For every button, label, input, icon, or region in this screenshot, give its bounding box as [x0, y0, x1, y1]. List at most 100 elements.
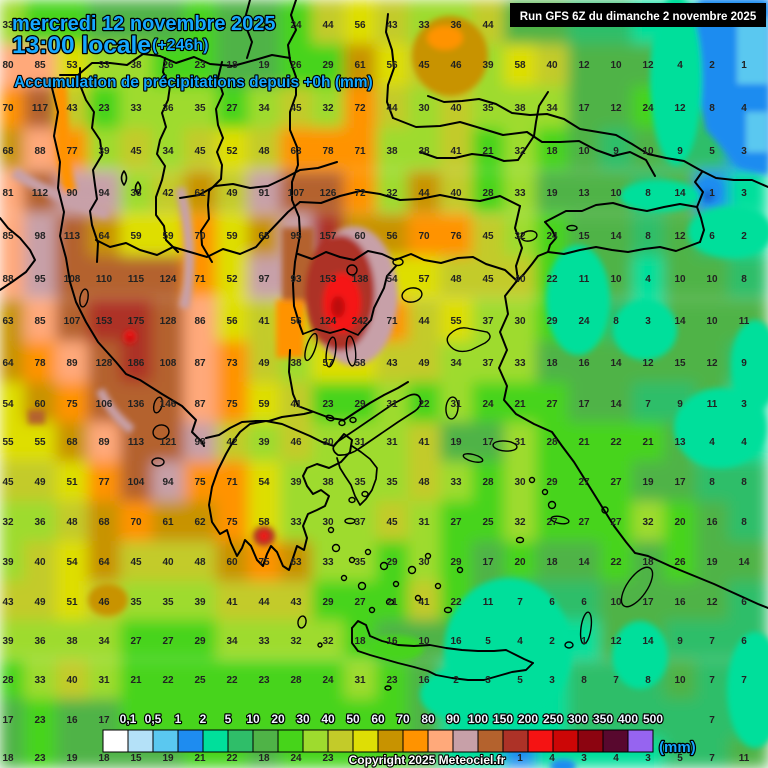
- svg-text:500: 500: [643, 712, 663, 726]
- svg-text:43: 43: [386, 358, 398, 369]
- svg-text:29: 29: [354, 399, 366, 410]
- svg-text:12: 12: [674, 231, 686, 242]
- svg-text:45: 45: [482, 231, 494, 242]
- svg-text:124: 124: [160, 274, 177, 285]
- svg-text:9: 9: [677, 146, 683, 157]
- svg-text:45: 45: [130, 146, 142, 157]
- svg-text:58: 58: [258, 517, 270, 528]
- svg-text:12: 12: [578, 60, 590, 71]
- svg-text:22: 22: [546, 274, 558, 285]
- svg-text:12: 12: [642, 60, 654, 71]
- svg-text:113: 113: [128, 437, 145, 448]
- svg-text:27: 27: [354, 597, 366, 608]
- svg-text:17: 17: [482, 437, 494, 448]
- svg-text:15: 15: [578, 231, 590, 242]
- svg-text:186: 186: [128, 358, 145, 369]
- svg-text:56: 56: [354, 20, 366, 31]
- svg-text:16: 16: [674, 597, 686, 608]
- svg-text:76: 76: [450, 231, 462, 242]
- svg-text:78: 78: [34, 358, 46, 369]
- svg-text:26: 26: [162, 60, 174, 71]
- svg-text:94: 94: [98, 188, 110, 199]
- svg-text:56: 56: [226, 316, 238, 327]
- svg-text:48: 48: [418, 477, 430, 488]
- svg-text:15: 15: [130, 753, 142, 764]
- svg-text:16: 16: [706, 517, 718, 528]
- svg-text:18: 18: [226, 60, 238, 71]
- svg-text:45: 45: [194, 146, 206, 157]
- svg-text:25: 25: [194, 675, 206, 686]
- svg-text:64: 64: [98, 557, 110, 568]
- svg-text:90: 90: [66, 188, 78, 199]
- svg-text:59: 59: [258, 399, 270, 410]
- svg-text:24: 24: [546, 231, 558, 242]
- svg-text:94: 94: [162, 477, 174, 488]
- svg-text:33: 33: [290, 517, 302, 528]
- svg-text:80: 80: [2, 60, 14, 71]
- svg-text:10: 10: [674, 675, 686, 686]
- svg-text:22: 22: [162, 675, 174, 686]
- svg-text:33: 33: [322, 557, 334, 568]
- svg-text:28: 28: [482, 188, 494, 199]
- svg-text:37: 37: [354, 517, 366, 528]
- svg-text:29: 29: [386, 557, 398, 568]
- svg-text:97: 97: [258, 274, 270, 285]
- svg-text:75: 75: [194, 477, 206, 488]
- svg-text:36: 36: [450, 20, 462, 31]
- svg-text:16: 16: [578, 358, 590, 369]
- svg-text:138: 138: [352, 274, 369, 285]
- svg-text:38: 38: [322, 477, 334, 488]
- svg-text:42: 42: [162, 188, 174, 199]
- svg-text:33: 33: [418, 20, 430, 31]
- svg-text:4: 4: [613, 753, 619, 764]
- svg-text:9: 9: [741, 358, 747, 369]
- svg-text:300: 300: [568, 712, 588, 726]
- svg-text:5: 5: [709, 146, 715, 157]
- svg-text:128: 128: [96, 358, 113, 369]
- svg-text:4: 4: [709, 437, 715, 448]
- svg-text:110: 110: [96, 274, 113, 285]
- svg-text:23: 23: [386, 675, 398, 686]
- svg-text:23: 23: [322, 753, 334, 764]
- svg-text:23: 23: [34, 753, 46, 764]
- svg-text:15: 15: [674, 358, 686, 369]
- svg-text:63: 63: [290, 557, 302, 568]
- svg-text:11: 11: [739, 753, 750, 764]
- svg-text:70: 70: [418, 231, 430, 242]
- svg-text:40: 40: [546, 60, 558, 71]
- svg-text:18: 18: [354, 636, 366, 647]
- svg-text:28: 28: [482, 477, 494, 488]
- svg-text:31: 31: [386, 399, 398, 410]
- svg-text:6: 6: [709, 231, 715, 242]
- svg-text:35: 35: [354, 477, 366, 488]
- svg-text:70: 70: [396, 712, 410, 726]
- svg-text:18: 18: [546, 557, 558, 568]
- svg-text:14: 14: [642, 636, 654, 647]
- svg-text:4: 4: [645, 274, 651, 285]
- svg-text:98: 98: [34, 231, 46, 242]
- svg-text:38: 38: [386, 146, 398, 157]
- svg-text:58: 58: [514, 60, 526, 71]
- svg-text:39: 39: [98, 146, 110, 157]
- svg-text:59: 59: [226, 231, 238, 242]
- svg-text:39: 39: [194, 597, 206, 608]
- svg-text:14: 14: [610, 358, 622, 369]
- svg-text:85: 85: [34, 60, 46, 71]
- svg-text:29: 29: [546, 316, 558, 327]
- svg-text:39: 39: [2, 636, 14, 647]
- svg-text:30: 30: [418, 103, 430, 114]
- svg-text:21: 21: [578, 437, 590, 448]
- svg-text:34: 34: [226, 636, 238, 647]
- svg-text:32: 32: [322, 636, 334, 647]
- svg-text:24: 24: [290, 20, 302, 31]
- svg-text:7: 7: [645, 399, 651, 410]
- svg-text:43: 43: [66, 103, 78, 114]
- svg-text:8: 8: [613, 316, 619, 327]
- svg-text:49: 49: [418, 358, 430, 369]
- svg-text:1: 1: [741, 60, 747, 71]
- svg-text:10: 10: [610, 597, 622, 608]
- svg-text:153: 153: [96, 316, 113, 327]
- svg-text:20: 20: [514, 557, 526, 568]
- svg-text:8: 8: [741, 274, 747, 285]
- svg-text:7: 7: [741, 675, 747, 686]
